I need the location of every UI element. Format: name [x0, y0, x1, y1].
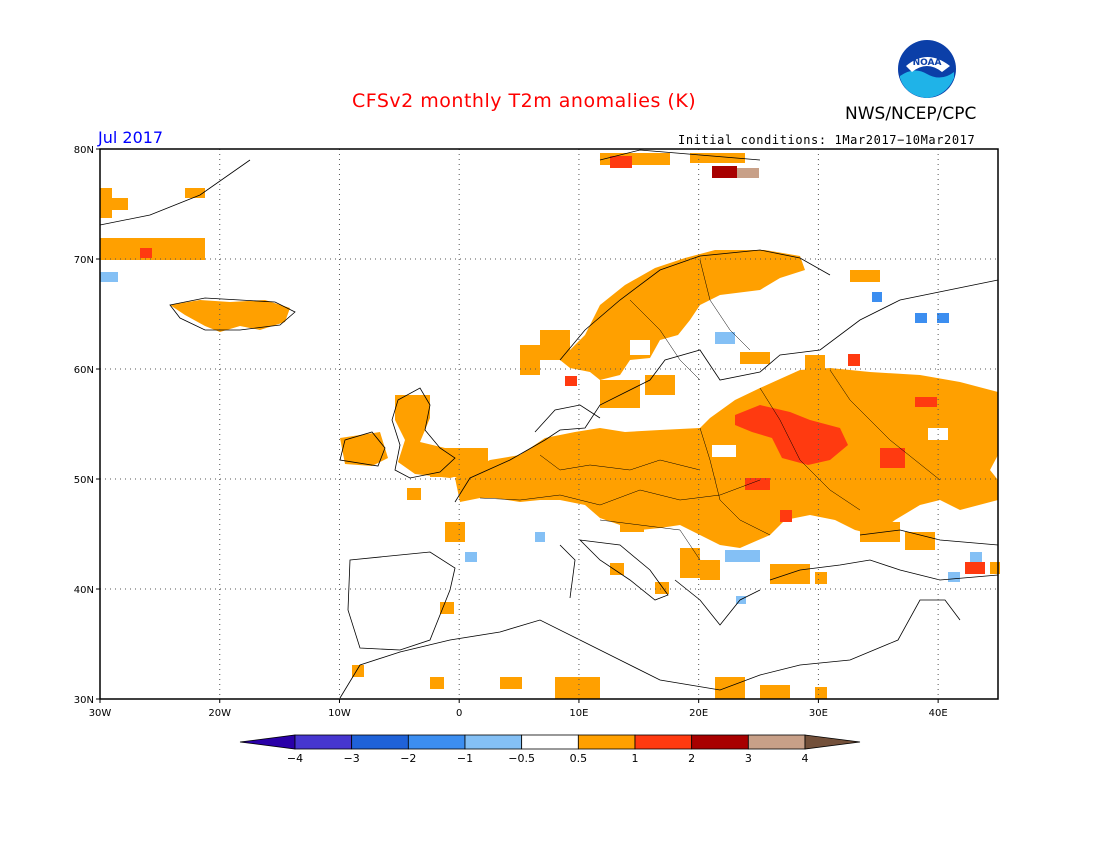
colorbar-box [464, 734, 523, 750]
colorbar-label: 3 [745, 752, 752, 765]
lat-label: 60N [74, 365, 94, 376]
month-label: Jul 2017 [98, 128, 164, 147]
lon-label: 40E [929, 708, 948, 719]
logo-text: NOAA [913, 58, 942, 68]
lat-label: 70N [74, 255, 94, 266]
lon-label: 30W [89, 708, 112, 719]
map-title: CFSv2 monthly T2m anomalies (K) [352, 90, 697, 112]
colorbar-box [294, 734, 353, 750]
colorbar-label: −0.5 [508, 752, 535, 765]
colorbar-label: 1 [632, 752, 639, 765]
lon-label: 20W [208, 708, 231, 719]
initial-conditions-label: Initial conditions: 1Mar2017−10Mar2017 [678, 133, 976, 147]
colorbar-label: 4 [802, 752, 809, 765]
lon-label: 30E [809, 708, 828, 719]
noaa-logo: NOAA [896, 38, 958, 104]
colorbar-label: −4 [287, 752, 303, 765]
lon-label: 10E [569, 708, 588, 719]
axis-labels: 30N 40N 50N 60N 70N 80N 30W 20W 10W 0 10E 20E 30E 40E [74, 145, 948, 719]
colorbar-box [634, 734, 693, 750]
colorbar-label: −1 [457, 752, 473, 765]
lat-label: 40N [74, 585, 94, 596]
colorbar-low-end [239, 734, 296, 750]
colorbar-label: −3 [344, 752, 360, 765]
colorbar-label: 2 [688, 752, 695, 765]
colorbar-high-end [804, 734, 861, 750]
colorbar-label: −2 [400, 752, 416, 765]
colorbar-box [691, 734, 749, 750]
colorbar-box [407, 734, 466, 750]
colorbar: −4 −3 −2 −1 −0.5 0.5 1 2 3 4 [239, 734, 861, 765]
lat-label: 50N [74, 475, 94, 486]
lat-label: 30N [74, 695, 94, 706]
agency-label: NWS/NCEP/CPC [845, 104, 977, 124]
colorbar-label: 0.5 [570, 752, 588, 765]
lon-label: 10W [328, 708, 351, 719]
lon-label: 20E [689, 708, 708, 719]
colorbar-box [521, 734, 579, 750]
colorbar-box [577, 734, 636, 750]
colorbar-box [747, 734, 806, 750]
lon-label: 0 [456, 708, 462, 719]
colorbar-box [351, 734, 409, 750]
lat-label: 80N [74, 145, 94, 156]
graticule [100, 149, 998, 699]
